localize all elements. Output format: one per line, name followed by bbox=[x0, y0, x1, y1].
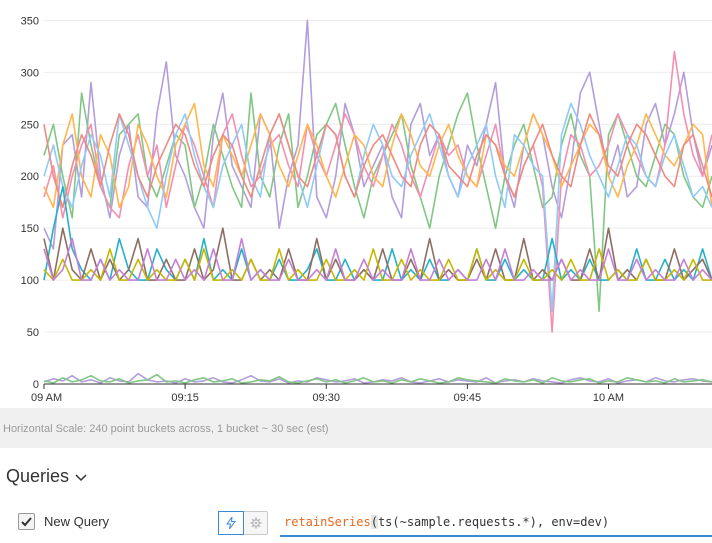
x-tick-label: 10 AM bbox=[593, 392, 624, 404]
horizontal-scale-text: Horizontal Scale: 240 point buckets acro… bbox=[3, 423, 329, 435]
x-tick-label: 09 AM bbox=[31, 392, 62, 404]
query-function: retainSeries bbox=[284, 515, 371, 529]
series-line-12[interactable] bbox=[43, 373, 712, 384]
series-line-3[interactable] bbox=[43, 50, 712, 333]
chart-grid bbox=[44, 19, 712, 333]
queries-header[interactable]: Queries bbox=[6, 466, 87, 487]
series-line-7[interactable] bbox=[43, 185, 712, 281]
query-name[interactable]: New Query bbox=[44, 514, 110, 529]
chevron-down-icon[interactable] bbox=[75, 469, 87, 487]
series-line-6[interactable] bbox=[43, 113, 712, 209]
y-tick-label: 300 bbox=[21, 67, 39, 79]
x-tick-label: 09:45 bbox=[454, 392, 482, 404]
series-line-10[interactable] bbox=[43, 237, 712, 281]
line-chart[interactable]: 0 50 100 150 200 250 300 350 09 AM 09:15 09:30 09:4… bbox=[0, 0, 712, 408]
query-open-paren: ( bbox=[370, 515, 378, 529]
x-tick-label: 09:15 bbox=[171, 392, 199, 404]
y-tick-label: 50 bbox=[27, 327, 39, 339]
series-line-2[interactable] bbox=[43, 92, 712, 313]
horizontal-scale-bar: Horizontal Scale: 240 point buckets acro… bbox=[0, 408, 712, 448]
series-line-5[interactable] bbox=[43, 102, 712, 313]
y-tick-label: 200 bbox=[21, 171, 39, 183]
query-settings-button[interactable] bbox=[244, 512, 267, 534]
chart-area[interactable]: 0 50 100 150 200 250 300 350 09 AM 09:15 09:30 09:4… bbox=[0, 0, 712, 408]
chart-series bbox=[43, 19, 712, 384]
lightning-button[interactable] bbox=[218, 511, 244, 535]
x-tick-label: 09:30 bbox=[312, 392, 340, 404]
query-row: New Query retainSeries(ts(~sample.reques… bbox=[0, 503, 712, 543]
gear-icon bbox=[250, 517, 261, 529]
y-tick-label: 0 bbox=[33, 379, 39, 391]
checkmark-icon bbox=[21, 517, 32, 527]
query-input[interactable]: retainSeries(ts(~sample.requests.*), env… bbox=[280, 511, 712, 537]
query-enabled-checkbox[interactable] bbox=[18, 513, 35, 530]
y-tick-label: 250 bbox=[21, 119, 39, 131]
query-args: ts(~sample.requests.*), env=dev) bbox=[377, 515, 610, 529]
queries-title: Queries bbox=[6, 466, 70, 486]
query-button-group bbox=[218, 511, 268, 535]
series-line-1[interactable] bbox=[43, 19, 712, 250]
y-tick-label: 100 bbox=[21, 275, 39, 287]
y-tick-label: 350 bbox=[21, 15, 39, 27]
series-line-9[interactable] bbox=[43, 248, 712, 281]
y-tick-label: 150 bbox=[21, 223, 39, 235]
chart-axes: 0 50 100 150 200 250 300 350 09 AM 09:15 09:30 09:4… bbox=[21, 15, 712, 404]
query-expression[interactable]: retainSeries(ts(~sample.requests.*), env… bbox=[284, 515, 609, 529]
lightning-icon bbox=[226, 517, 236, 529]
